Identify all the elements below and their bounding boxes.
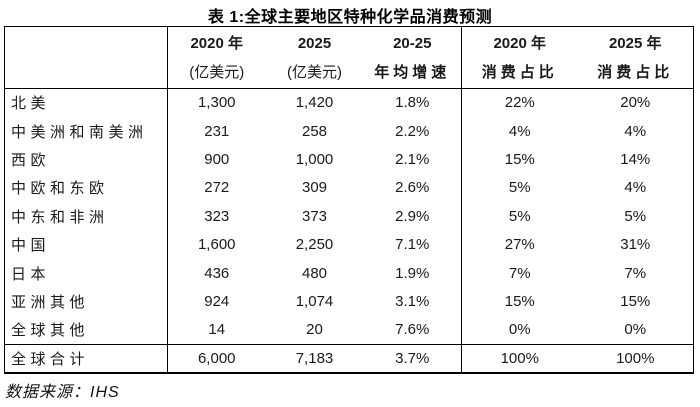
cagr-cell: 2.1% <box>363 145 462 174</box>
corner-cell <box>4 26 168 89</box>
total-row: 全球合计 6,000 7,183 3.7% 100% 100% <box>4 343 694 374</box>
value-2025-cell: 309 <box>301 179 328 197</box>
cagr-cell: 2.2% <box>363 116 462 146</box>
share-2025-cell: 5% <box>624 207 647 225</box>
region-cell: 中欧和东欧 <box>4 173 168 203</box>
table-row: 全球其他 14 20 7.6% 0% 0% <box>4 315 694 345</box>
share-2025-cell: 0% <box>624 321 647 339</box>
share-2020-cell: 15% <box>504 292 535 310</box>
col-header-2020-value: 2020 年 (亿美元) <box>167 26 266 89</box>
col-header-2025-value: 2025 (亿美元) <box>265 26 364 89</box>
share-2020-cell: 5% <box>508 179 531 197</box>
share-2020-cell: 22% <box>504 94 535 112</box>
region-cell: 日本 <box>4 258 168 288</box>
data-source-note: 数据来源：IHS <box>5 384 120 401</box>
total-value-2025-cell: 7,183 <box>265 343 364 374</box>
value-2025-cell: 20 <box>306 321 323 339</box>
region-cell: 西欧 <box>4 145 168 174</box>
region-cell: 亚洲其他 <box>4 287 168 316</box>
total-label-cell: 全球合计 <box>4 343 168 374</box>
col-header-line1: 20-25 <box>393 34 432 52</box>
value-2020-cell: 900 <box>204 150 230 168</box>
col-header-line1: 2020 年 <box>493 34 547 52</box>
share-2025-cell: 4% <box>624 122 647 140</box>
share-2025-cell: 15% <box>620 292 651 310</box>
cagr-cell: 7.1% <box>363 230 462 259</box>
total-value-2020-cell: 6,000 <box>167 343 266 374</box>
value-2020-cell: 231 <box>204 122 230 140</box>
value-2025-cell: 1,074 <box>295 292 334 310</box>
table-row: 中国 1,600 2,250 7.1% 27% 31% <box>4 230 694 259</box>
cagr-cell: 1.8% <box>363 88 462 117</box>
value-2020-cell: 323 <box>204 207 230 225</box>
share-2020-cell: 7% <box>508 264 531 282</box>
col-header-line1: 2025 年 <box>608 34 662 52</box>
share-2025-cell: 31% <box>620 236 651 254</box>
share-2025-cell: 20% <box>620 94 651 112</box>
table-row: 中美洲和南美洲 231 258 2.2% 4% 4% <box>4 116 694 146</box>
value-2020-cell: 436 <box>204 264 230 282</box>
table-row: 亚洲其他 924 1,074 3.1% 15% 15% <box>4 287 694 316</box>
value-2020-cell: 14 <box>208 321 226 339</box>
table-row: 北美 1,300 1,420 1.8% 22% 20% <box>4 88 694 117</box>
total-share-2020-cell: 100% <box>461 343 578 374</box>
consumption-forecast-table: 2020 年 (亿美元) 2025 (亿美元) 20-25 年均增速 2020 … <box>4 26 694 375</box>
value-2025-cell: 2,250 <box>295 236 334 254</box>
table-row: 中欧和东欧 272 309 2.6% 5% 4% <box>4 173 694 203</box>
table-row: 中东和非洲 323 373 2.9% 5% 5% <box>4 202 694 231</box>
col-header-2020-share: 2020 年 消费占比 <box>461 26 578 89</box>
col-header-line2: 消费占比 <box>481 63 558 81</box>
col-header-line2: (亿美元) <box>287 63 342 81</box>
share-2025-cell: 14% <box>620 150 651 168</box>
value-2025-cell: 373 <box>301 207 328 225</box>
share-2020-cell: 27% <box>504 236 535 254</box>
cagr-cell: 7.6% <box>363 315 462 345</box>
col-header-line2: (亿美元) <box>189 63 245 81</box>
share-2020-cell: 15% <box>504 150 535 168</box>
cagr-cell: 1.9% <box>363 258 462 288</box>
header-row: 2020 年 (亿美元) 2025 (亿美元) 20-25 年均增速 2020 … <box>4 26 694 89</box>
col-header-line1: 2020 年 <box>190 34 244 52</box>
share-2020-cell: 4% <box>508 122 531 140</box>
region-cell: 中东和非洲 <box>4 202 168 231</box>
col-header-line1: 2025 <box>297 34 332 52</box>
table-body: 北美 1,300 1,420 1.8% 22% 20% 中美洲和南美洲 231 … <box>4 88 694 374</box>
total-share-2025-cell: 100% <box>577 343 694 374</box>
cagr-cell: 3.1% <box>363 287 462 316</box>
share-2025-cell: 4% <box>624 179 647 197</box>
share-2025-cell: 7% <box>624 264 647 282</box>
col-header-2025-share: 2025 年 消费占比 <box>577 26 694 89</box>
share-2020-cell: 5% <box>508 207 531 225</box>
value-2020-cell: 1,600 <box>197 236 236 254</box>
table-title: 表 1:全球主要地区特种化学品消费预测 <box>207 9 493 26</box>
cagr-cell: 2.6% <box>363 173 462 203</box>
value-2025-cell: 1,000 <box>295 150 334 168</box>
region-cell: 中国 <box>4 230 168 259</box>
cagr-cell: 2.9% <box>363 202 462 231</box>
table-header: 2020 年 (亿美元) 2025 (亿美元) 20-25 年均增速 2020 … <box>4 26 694 89</box>
table-row: 日本 436 480 1.9% 7% 7% <box>4 258 694 288</box>
value-2025-cell: 480 <box>301 264 328 282</box>
share-2020-cell: 0% <box>508 321 531 339</box>
region-cell: 中美洲和南美洲 <box>4 116 168 146</box>
value-2020-cell: 924 <box>204 292 230 310</box>
value-2025-cell: 1,420 <box>295 94 334 112</box>
region-cell: 北美 <box>4 88 168 117</box>
table-row: 西欧 900 1,000 2.1% 15% 14% <box>4 145 694 174</box>
col-header-line2: 年均增速 <box>374 63 451 81</box>
region-cell: 全球其他 <box>4 315 168 345</box>
col-header-line2: 消费占比 <box>597 63 674 81</box>
value-2020-cell: 272 <box>204 179 230 197</box>
value-2020-cell: 1,300 <box>197 94 236 112</box>
total-cagr-cell: 3.7% <box>363 343 462 374</box>
value-2025-cell: 258 <box>301 122 328 140</box>
col-header-cagr: 20-25 年均增速 <box>363 26 462 89</box>
